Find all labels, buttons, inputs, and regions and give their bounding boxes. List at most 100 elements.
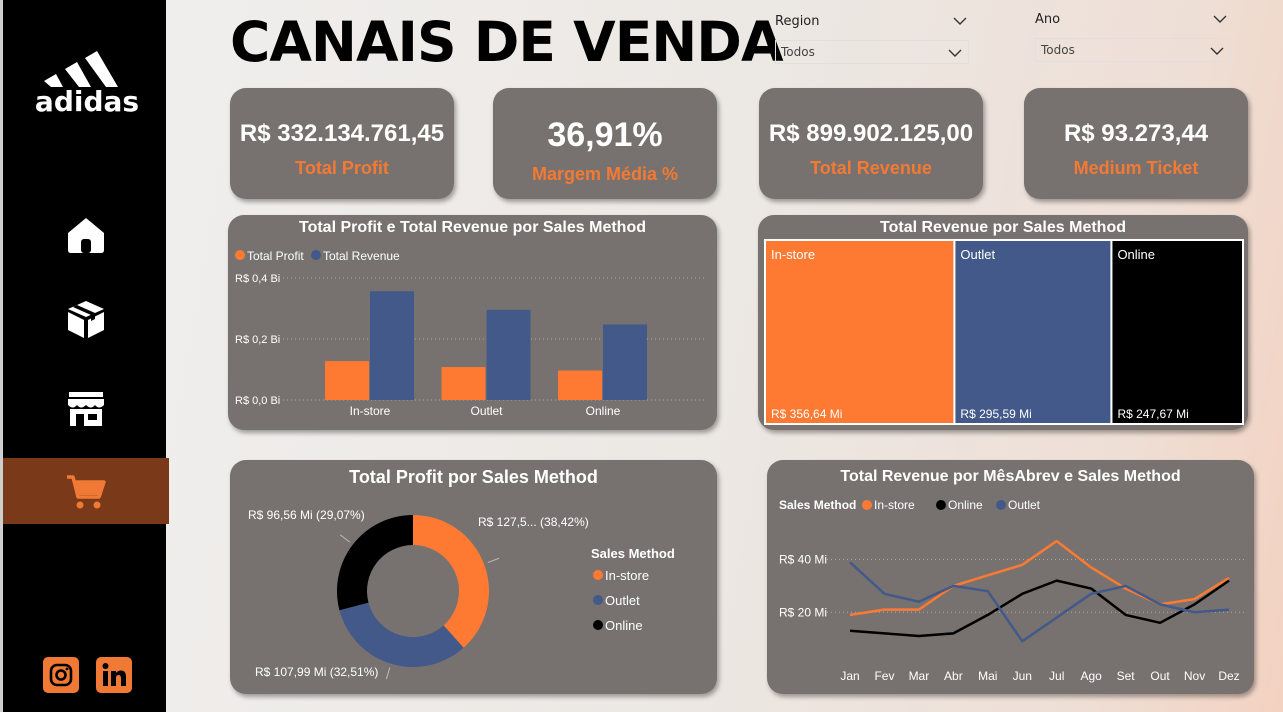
chart-title: Total Profit e Total Revenue por Sales M… <box>298 219 646 236</box>
nav-stores[interactable] <box>3 376 169 442</box>
legend-label: Outlet <box>1008 498 1041 512</box>
treemap-card: Total Revenue por Sales Method In-store R… <box>758 215 1248 430</box>
region-filter-label: Region <box>775 14 820 29</box>
treemap-value-label: R$ 295,59 Mi <box>960 407 1031 421</box>
linkedin-button[interactable] <box>96 657 132 693</box>
ano-select-value: Todos <box>1041 43 1075 57</box>
instagram-button[interactable] <box>43 657 79 693</box>
chart-title: Total Revenue por MêsAbrev e Sales Metho… <box>840 468 1181 485</box>
treemap-tile-outlet <box>953 239 1113 425</box>
line-chart-card: Total Revenue por MêsAbrev e Sales Metho… <box>767 460 1254 694</box>
bar-revenue-in-store <box>370 291 414 400</box>
kpi-value: 36,91% <box>547 116 663 154</box>
donut-data-label: R$ 107,99 Mi (32,51%) <box>255 665 378 679</box>
ano-filter-label: Ano <box>1035 12 1061 27</box>
nav-sales-channels[interactable] <box>3 458 169 524</box>
region-select[interactable]: Todos <box>775 40 969 64</box>
donut-data-label: R$ 127,5... (38,42%) <box>478 515 589 529</box>
legend-swatch-revenue <box>311 250 321 260</box>
treemap-tile-online <box>1110 239 1244 425</box>
donut-slice-in-store <box>413 515 489 648</box>
nav-home[interactable] <box>3 202 169 268</box>
donut-data-label: R$ 96,56 Mi (29,07%) <box>248 508 365 522</box>
kpi-value: R$ 93.273,44 <box>1063 120 1209 147</box>
treemap-category-label: In-store <box>771 247 815 262</box>
bar-profit-outlet <box>441 367 486 400</box>
leader-line <box>339 534 350 543</box>
legend-title: Sales Method <box>591 546 675 561</box>
kpi-label: Medium Ticket <box>1073 158 1199 178</box>
region-select-value: Todos <box>781 45 815 59</box>
kpi-margem-media: 36,91% Margem Média % <box>493 88 717 199</box>
legend-label: Total Profit <box>247 249 304 263</box>
leader-line <box>385 667 391 680</box>
y-tick-label: R$ 0,0 Bi <box>235 395 280 407</box>
x-tick-label: Ago <box>1081 669 1103 683</box>
brand-name: adidas <box>35 85 139 116</box>
donut-chart-card: Total Profit por Sales Method R$ 127,5..… <box>230 460 717 694</box>
donut-slice-online <box>337 515 413 611</box>
legend-swatch <box>936 500 946 510</box>
chevron-down-icon <box>1210 47 1224 55</box>
chevron-down-icon[interactable] <box>1213 14 1227 24</box>
kpi-value: R$ 332.134.761,45 <box>239 120 445 147</box>
chevron-down-icon <box>948 49 962 57</box>
x-tick-label: Mai <box>978 669 997 683</box>
bar-chart-card: Total Profit e Total Revenue por Sales M… <box>228 215 717 430</box>
box-icon <box>68 301 104 338</box>
page-title: CANAIS DE VENDA <box>230 10 784 74</box>
legend-swatch <box>996 500 1006 510</box>
legend-title: Sales Method <box>779 498 856 512</box>
y-tick-label: R$ 0,2 Bi <box>235 334 280 346</box>
x-tick-label: Online <box>586 404 621 418</box>
kpi-medium-ticket: R$ 93.273,44 Medium Ticket <box>1024 88 1248 199</box>
x-tick-label: Dez <box>1218 669 1239 683</box>
x-tick-label: Mar <box>909 669 930 683</box>
y-tick-label: R$ 0,4 Bi <box>235 273 280 285</box>
legend-swatch <box>593 595 603 605</box>
linkedin-icon <box>102 663 126 686</box>
instagram-icon <box>49 663 73 687</box>
x-tick-label: Set <box>1117 669 1136 683</box>
ano-select[interactable]: Todos <box>1035 38 1231 62</box>
ano-filter[interactable]: Ano Todos <box>1035 12 1231 64</box>
kpi-label: Total Revenue <box>810 158 932 178</box>
line-series-outlet <box>849 561 1230 643</box>
kpi-label: Margem Média % <box>531 164 679 184</box>
x-tick-label: Jul <box>1049 669 1064 683</box>
region-filter[interactable]: Region Todos <box>775 14 970 66</box>
x-tick-label: In-store <box>350 404 391 418</box>
treemap-value-label: R$ 247,67 Mi <box>1117 407 1188 421</box>
store-icon <box>68 392 104 426</box>
nav-products[interactable] <box>3 286 169 352</box>
home-icon <box>68 218 104 253</box>
sidebar: adidas <box>0 0 169 712</box>
line-series-in-store <box>849 539 1230 617</box>
y-tick-label: R$ 20 Mi <box>779 605 827 619</box>
chevron-down-icon[interactable] <box>953 16 967 26</box>
bar-profit-in-store <box>325 361 369 400</box>
x-tick-label: Fev <box>874 669 894 683</box>
x-tick-label: Out <box>1150 669 1170 683</box>
bar-revenue-outlet <box>486 309 531 400</box>
kpi-value: R$ 899.902.125,00 <box>768 120 974 147</box>
x-tick-label: Jan <box>840 669 859 683</box>
legend-swatch <box>593 620 603 630</box>
cart-icon <box>67 475 106 509</box>
treemap-tile-in-store <box>764 239 956 425</box>
kpi-total-profit: R$ 332.134.761,45 Total Profit <box>230 88 454 199</box>
bar-profit-online <box>558 370 602 400</box>
donut-slice-outlet <box>339 602 464 667</box>
x-tick-label: Outlet <box>470 404 503 418</box>
legend-label: In-store <box>874 498 915 512</box>
line-chart: Sales Method In-store Online Outlet R$ 20 … <box>779 498 1245 683</box>
treemap-chart: In-store R$ 356,64 Mi Outlet R$ 295,59 Mi On… <box>764 239 1244 425</box>
legend-label: Outlet <box>605 593 640 608</box>
x-tick-label: Abr <box>944 669 963 683</box>
legend-label: Online <box>948 498 983 512</box>
legend-swatch <box>593 570 603 580</box>
adidas-logo: adidas <box>35 51 139 116</box>
treemap-value-label: R$ 356,64 Mi <box>771 407 842 421</box>
treemap-category-label: Outlet <box>960 247 995 262</box>
bar-chart: Total Profit Total Revenue R$ 0,0 Bi R$ 0… <box>235 249 706 418</box>
